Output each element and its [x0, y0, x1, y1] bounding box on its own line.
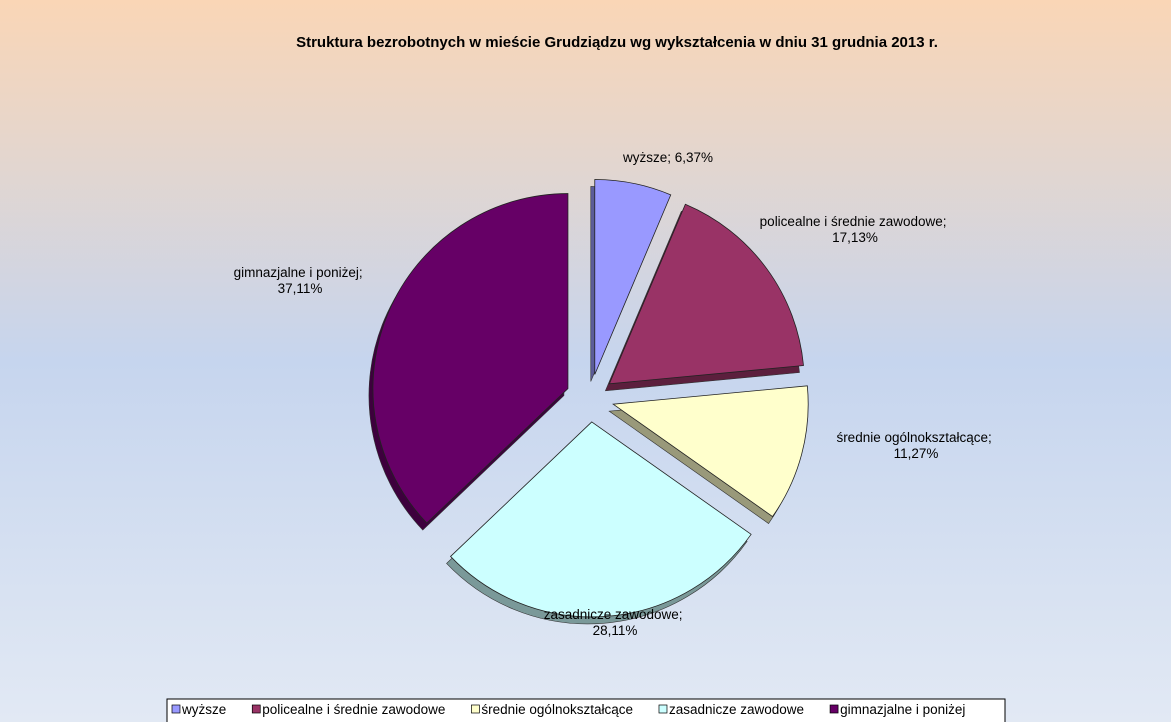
legend-swatch [829, 704, 839, 714]
label-separator: ; [679, 607, 687, 622]
labels: wyższe; 6,37% policealne i średnie zawodo… [234, 150, 996, 638]
data-label: gimnazjalne i poniżej; 37,11% [234, 265, 367, 296]
slice [372, 193, 569, 524]
data-label: policealne i średnie zawodowe; 17,13% [760, 214, 951, 245]
legend: wyższe policealne i średnie zawodowe średn… [171, 702, 965, 717]
label-separator: ; [359, 265, 367, 280]
legend-box [166, 698, 1006, 722]
legend-label: policealne i średnie zawodowe [262, 702, 445, 717]
slice [450, 421, 752, 618]
legend-label: gimnazjalne i poniżej [840, 702, 965, 717]
legend-swatch [251, 704, 261, 714]
slice [608, 203, 804, 385]
legend-swatch [658, 704, 668, 714]
label-category: średnie ogólnokształcące [836, 430, 988, 445]
pie [368, 179, 809, 625]
label-category: gimnazjalne i poniżej [234, 265, 359, 280]
label-category: policealne i średnie zawodowe [760, 214, 943, 229]
legend-label: wyższe [181, 702, 226, 717]
label-value: 11,27% [894, 446, 939, 461]
data-label: średnie ogólnokształcące; 11,27% [836, 430, 995, 461]
label-value: 37,11% [278, 281, 323, 296]
label-separator: ; [988, 430, 996, 445]
legend-label: zasadnicze zawodowe [669, 702, 804, 717]
label-category: zasadnicze zawodowe [544, 607, 679, 622]
slice [612, 385, 809, 518]
label-separator: ; [667, 150, 675, 165]
data-label: wyższe; 6,37% [622, 150, 713, 165]
legend-swatch [171, 704, 181, 714]
label-value: 17,13% [832, 230, 878, 245]
label-category: wyższe [622, 150, 667, 165]
label-separator: ; [943, 214, 951, 229]
legend-label: średnie ogólnokształcące [481, 702, 633, 717]
slice [594, 179, 672, 375]
legend-swatch [471, 704, 480, 714]
label-value: 28,11% [593, 623, 638, 638]
data-label: zasadnicze zawodowe; 28,11% [544, 607, 687, 638]
label-value: 6,37% [675, 150, 713, 165]
chart-title: Struktura bezrobotnych w mieście Grudzią… [296, 34, 938, 51]
